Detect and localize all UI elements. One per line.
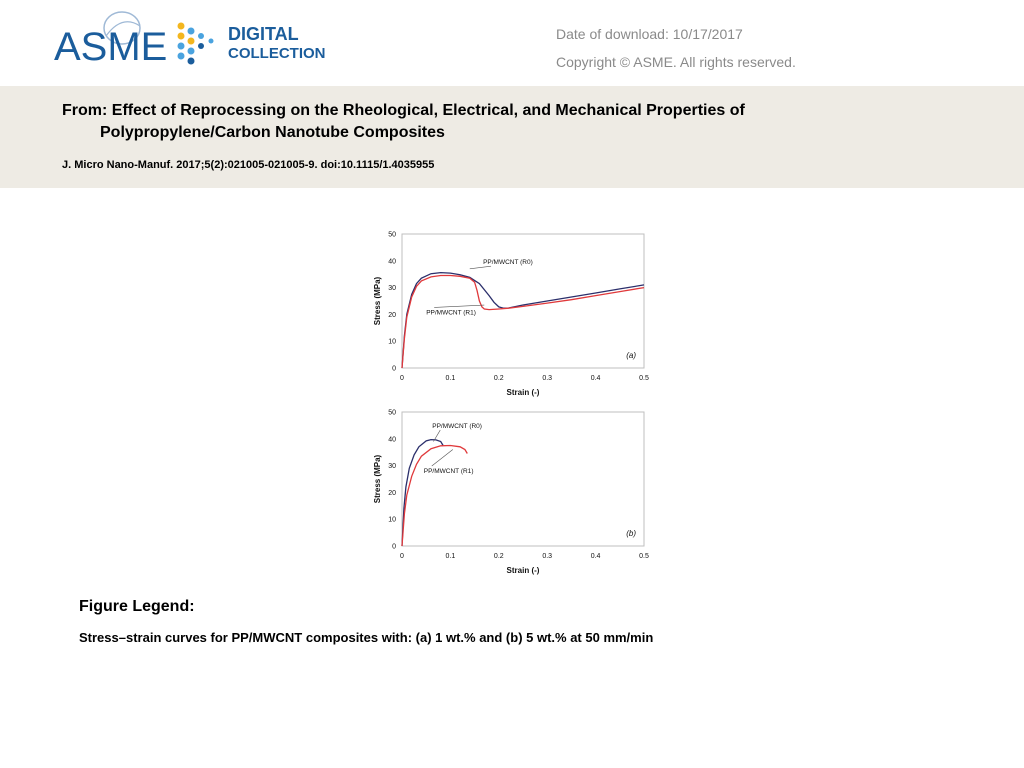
x-tick-label: 0.2 bbox=[494, 553, 504, 560]
y-axis-label: Stress (MPa) bbox=[373, 454, 382, 503]
y-tick-label: 50 bbox=[388, 410, 396, 417]
x-tick-label: 0.4 bbox=[591, 553, 601, 560]
x-tick-label: 0.2 bbox=[494, 375, 504, 382]
x-tick-label: 0.5 bbox=[639, 553, 649, 560]
x-tick-label: 0.5 bbox=[639, 375, 649, 382]
y-tick-label: 40 bbox=[388, 436, 396, 443]
series-label: PP/MWCNT (R0) bbox=[432, 423, 482, 430]
article-title-line1: From: Effect of Reprocessing on the Rheo… bbox=[62, 102, 745, 119]
plot-frame bbox=[401, 233, 645, 369]
series-line bbox=[401, 444, 468, 547]
x-tick-label: 0 bbox=[400, 553, 404, 560]
series-label: PP/MWCNT (R0) bbox=[483, 259, 533, 266]
panel-label: (b) bbox=[626, 529, 636, 538]
figure-legend-text: Stress–strain curves for PP/MWCNT compos… bbox=[79, 630, 654, 645]
y-tick-label: 20 bbox=[388, 490, 396, 497]
asme-digital-collection-logo: ASME DIGITAL COLLECTION bbox=[54, 11, 326, 69]
article-info-band bbox=[0, 86, 1024, 188]
series-leader-line bbox=[434, 304, 485, 308]
page-header: ASME DIGITAL COLLECTION Date of download… bbox=[0, 0, 1024, 86]
logo-line2: COLLECTION bbox=[228, 45, 326, 62]
logo-globe bbox=[103, 11, 141, 45]
logo-dots bbox=[177, 22, 214, 65]
download-date: Date of download: 10/17/2017 bbox=[556, 26, 743, 42]
series-leader-line bbox=[469, 265, 492, 270]
series-leader-line bbox=[431, 449, 454, 467]
logo-line1: DIGITAL bbox=[228, 24, 299, 44]
article-title-line2: Polypropylene/Carbon Nanotube Composites bbox=[100, 124, 445, 141]
series-label: PP/MWCNT (R1) bbox=[426, 309, 476, 316]
copyright-notice: Copyright © ASME. All rights reserved. bbox=[556, 54, 796, 70]
logo-globe-arc bbox=[105, 21, 141, 37]
series-label: PP/MWCNT (R1) bbox=[424, 468, 474, 475]
x-tick-label: 0.4 bbox=[591, 375, 601, 382]
series-line bbox=[401, 438, 444, 547]
y-tick-label: 30 bbox=[388, 285, 396, 292]
article-citation: J. Micro Nano-Manuf. 2017;5(2):021005-02… bbox=[62, 159, 435, 171]
plot-frame bbox=[401, 411, 645, 547]
y-tick-label: 0 bbox=[392, 366, 396, 373]
article-title: From: Effect of Reprocessing on the Rheo… bbox=[62, 100, 962, 144]
x-tick-label: 0.3 bbox=[542, 553, 552, 560]
figure-legend-heading: Figure Legend: bbox=[79, 598, 195, 615]
y-tick-label: 10 bbox=[388, 339, 396, 346]
panel-label: (a) bbox=[626, 351, 636, 360]
x-axis-label: Strain (-) bbox=[507, 566, 540, 575]
y-tick-label: 50 bbox=[388, 232, 396, 239]
x-tick-label: 0.1 bbox=[446, 553, 456, 560]
download-info: Date of download: 10/17/2017 Copyright ©… bbox=[556, 20, 796, 76]
x-tick-label: 0.1 bbox=[446, 375, 456, 382]
logo-brand: ASME bbox=[54, 25, 167, 69]
x-tick-label: 0 bbox=[400, 375, 404, 382]
series-line bbox=[401, 271, 645, 369]
y-tick-label: 20 bbox=[388, 312, 396, 319]
y-tick-label: 10 bbox=[388, 517, 396, 524]
series-leader-line bbox=[433, 429, 441, 442]
y-tick-label: 40 bbox=[388, 258, 396, 265]
series-line bbox=[401, 274, 645, 369]
x-tick-label: 0.3 bbox=[542, 375, 552, 382]
y-axis-label: Stress (MPa) bbox=[373, 276, 382, 325]
y-tick-label: 0 bbox=[392, 544, 396, 551]
y-tick-label: 30 bbox=[388, 463, 396, 470]
stress-strain-figure: 0 10 20 30 40 50 0 0.1 0.2 0.3 0.4 0.5 Strain (-) Str… bbox=[373, 232, 649, 576]
x-axis-label: Strain (-) bbox=[507, 388, 540, 397]
